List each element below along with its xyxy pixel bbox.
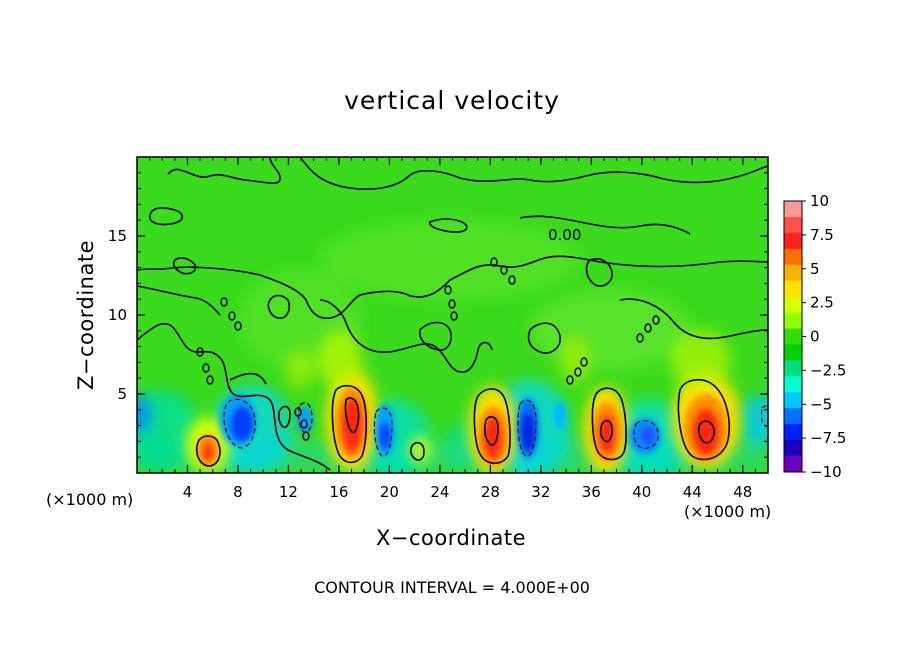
contour-zero-label: 0.00: [548, 226, 581, 244]
x-tick-label: 40: [632, 483, 651, 501]
colorbar-swatch: [784, 296, 802, 314]
x-tick-label: 16: [329, 483, 348, 501]
y-tick-label: 5: [117, 385, 127, 403]
colorbar-tick-label: −5: [810, 395, 832, 413]
x-tick-label: 8: [233, 483, 243, 501]
colorbar-tick-label: −7.5: [810, 429, 846, 447]
velocity-field: 0.00: [137, 157, 768, 473]
colorbar-swatch: [784, 408, 802, 425]
x-tick-label: 20: [380, 483, 399, 501]
zero-contours: [137, 157, 768, 471]
contour-interval-text: CONTOUR INTERVAL = 4.000E+00: [314, 578, 590, 597]
colorbar-tick-label: 10: [810, 192, 829, 210]
colorbar-swatch: [784, 456, 802, 473]
y-axis-label: Z−coordinate: [74, 240, 98, 390]
colorbar-swatch: [784, 360, 802, 377]
colorbar-swatch: [784, 248, 802, 266]
colorbar-swatch: [784, 201, 802, 218]
colorbar-swatch: [784, 392, 802, 409]
colorbar-swatch: [784, 424, 802, 441]
colorbar-tick-label: −10: [810, 463, 842, 481]
colorbar-swatch: [784, 312, 802, 330]
chart-title: vertical velocity: [344, 86, 560, 115]
y-tick-label: 10: [108, 306, 127, 324]
contour-dots: [196, 257, 660, 441]
colorbar-tick-label: 2.5: [810, 294, 834, 312]
x-tick-label: 24: [430, 483, 449, 501]
colorbar-tick-label: 7.5: [810, 226, 834, 244]
x-tick-label: 4: [183, 483, 193, 501]
colorbar-swatch: [784, 344, 802, 361]
colorbar-tick-label: 5: [810, 260, 820, 278]
colorbar-swatch: [784, 232, 802, 250]
x-axis-label: X−coordinate: [376, 526, 526, 550]
x-tick-label: 12: [279, 483, 298, 501]
colorbar-tick-label: 0: [810, 328, 820, 346]
x-tick-label: 44: [683, 483, 702, 501]
colorbar-swatch: [784, 216, 802, 234]
y-tick-label: 15: [108, 227, 127, 245]
colorbar-swatch: [784, 440, 802, 457]
x-unit-label-right: (×1000 m): [684, 502, 772, 521]
x-tick-label: 28: [481, 483, 500, 501]
colorbar-swatch: [784, 264, 802, 282]
negative-contours: [223, 398, 768, 457]
colorbar-swatch: [784, 328, 802, 345]
colorbar-swatch: [784, 280, 802, 298]
colorbar-swatch: [784, 376, 802, 393]
x-tick-label: 32: [531, 483, 550, 501]
x-unit-label-left: (×1000 m): [46, 490, 134, 509]
colorbar-tick-label: −2.5: [810, 361, 846, 379]
x-tick-label: 36: [582, 483, 601, 501]
x-tick-label: 48: [733, 483, 752, 501]
